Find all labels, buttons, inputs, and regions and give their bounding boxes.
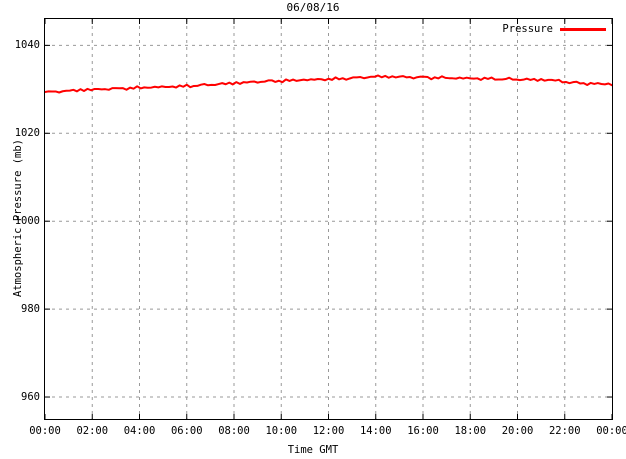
x-tick-0: 00:00 bbox=[29, 425, 61, 437]
x-tick-5: 10:00 bbox=[265, 425, 298, 437]
x-tick-2: 04:00 bbox=[123, 425, 156, 437]
x-tick-1: 02:00 bbox=[76, 425, 109, 437]
chart-legend: Pressure bbox=[502, 23, 606, 35]
y-tick-1020: 1020 bbox=[14, 127, 40, 140]
y-tick-1000: 1000 bbox=[14, 215, 40, 228]
legend-swatch-pressure bbox=[560, 27, 606, 31]
plot-canvas bbox=[45, 19, 612, 419]
x-tick-11: 22:00 bbox=[548, 425, 581, 437]
x-tick-8: 16:00 bbox=[407, 425, 439, 437]
x-tick-6: 12:00 bbox=[312, 425, 345, 437]
x-tick-7: 14:00 bbox=[359, 425, 392, 437]
x-tick-10: 20:00 bbox=[501, 425, 534, 437]
x-tick-3: 06:00 bbox=[170, 425, 203, 437]
x-tick-12: 00:00 bbox=[596, 425, 626, 437]
x-tick-4: 08:00 bbox=[218, 425, 250, 437]
x-tick-9: 18:00 bbox=[454, 425, 487, 437]
x-axis-title: Time GMT bbox=[287, 444, 339, 456]
y-axis-tick-labels: 960 980 1000 1020 1040 bbox=[0, 0, 40, 459]
y-tick-980: 980 bbox=[21, 303, 40, 316]
y-axis-title: Atmospheric Pressure (mb) bbox=[12, 138, 24, 298]
y-tick-960: 960 bbox=[21, 391, 40, 404]
legend-label-pressure: Pressure bbox=[502, 23, 553, 35]
y-tick-1040: 1040 bbox=[14, 39, 40, 52]
plot-area bbox=[44, 18, 613, 420]
chart-title: 06/08/16 bbox=[286, 1, 340, 14]
